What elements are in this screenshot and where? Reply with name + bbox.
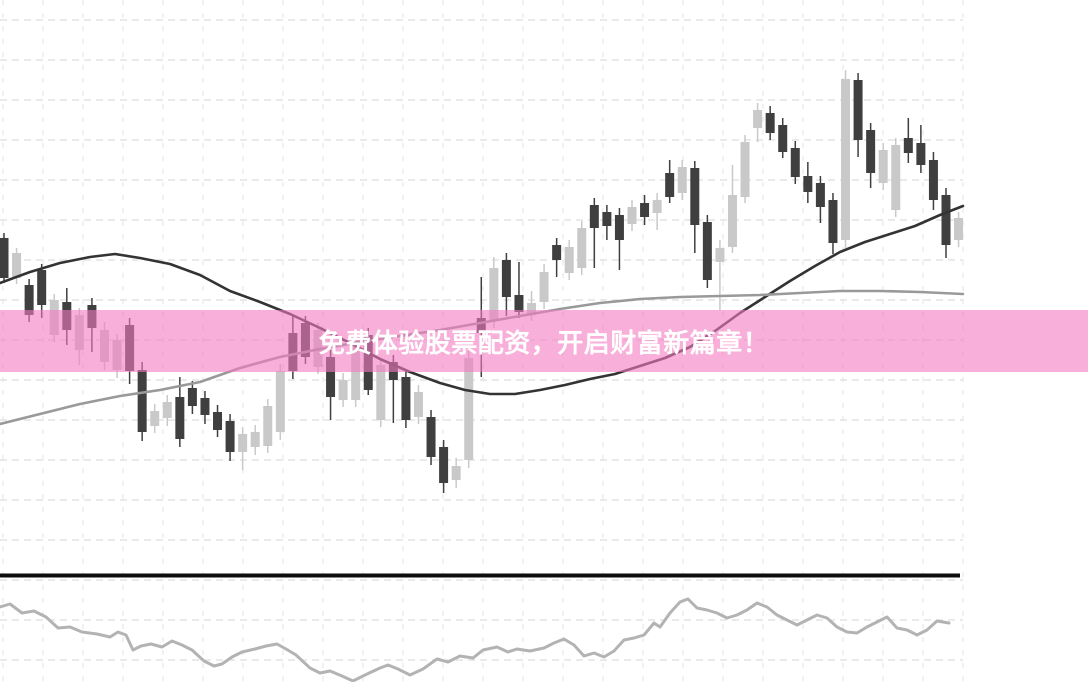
candlestick: [426, 410, 436, 465]
candlestick: [514, 262, 524, 318]
promo-banner: 免费体验股票配资，开启财富新篇章！: [0, 310, 1088, 372]
candlestick: [652, 193, 662, 230]
candlestick: [665, 160, 675, 203]
candlestick: [137, 362, 147, 441]
candles-group: [0, 70, 964, 493]
candlestick: [564, 240, 574, 280]
candlestick: [539, 264, 549, 309]
candlestick: [552, 238, 562, 277]
candlestick: [451, 458, 461, 488]
candlestick: [866, 123, 876, 188]
candlestick: [954, 212, 964, 247]
candlestick: [815, 176, 825, 223]
ma-fast-line: [0, 204, 965, 396]
candlestick: [401, 370, 411, 428]
candlestick: [740, 135, 750, 203]
candlestick: [928, 152, 938, 210]
candlestick: [640, 195, 650, 225]
candlestick: [828, 193, 838, 254]
candlestick: [577, 221, 587, 275]
candlestick: [841, 70, 851, 248]
candlestick: [250, 425, 260, 455]
candlestick: [790, 141, 800, 184]
candlestick: [715, 240, 725, 310]
candlestick: [162, 395, 172, 426]
candlestick: [765, 106, 775, 140]
candlestick: [853, 73, 863, 157]
candlestick: [413, 385, 423, 424]
candlestick: [627, 200, 637, 231]
candlestick: [753, 103, 763, 142]
candlestick: [0, 233, 9, 283]
candlestick: [275, 364, 285, 440]
candlestick: [175, 377, 185, 447]
candlestick: [891, 138, 901, 217]
candlestick: [778, 118, 788, 158]
lower-indicator-line: [0, 597, 951, 682]
candlestick: [150, 404, 160, 433]
candlestick: [702, 215, 712, 288]
candlestick: [878, 143, 888, 190]
panel-separator: [0, 573, 960, 578]
candlestick: [263, 399, 273, 453]
candlestick: [941, 188, 951, 258]
candlestick: [614, 208, 624, 270]
promo-banner-text: 免费体验股票配资，开启财富新篇章！: [318, 327, 770, 358]
candlestick: [501, 253, 511, 316]
candlestick: [338, 373, 348, 407]
candlestick: [690, 161, 700, 253]
candlestick: [602, 205, 612, 240]
candlestick: [677, 160, 687, 200]
candlestick: [187, 381, 197, 414]
candlestick: [916, 125, 926, 173]
candlestick: [589, 198, 599, 268]
candlestick: [213, 405, 223, 437]
candlestick: [200, 391, 210, 424]
candlestick: [238, 427, 248, 470]
candlestick: [439, 440, 449, 493]
candlestick: [37, 264, 47, 318]
candlestick: [225, 414, 235, 461]
candlestick: [727, 165, 737, 253]
candlestick: [803, 162, 813, 203]
candlestick: [903, 118, 913, 163]
